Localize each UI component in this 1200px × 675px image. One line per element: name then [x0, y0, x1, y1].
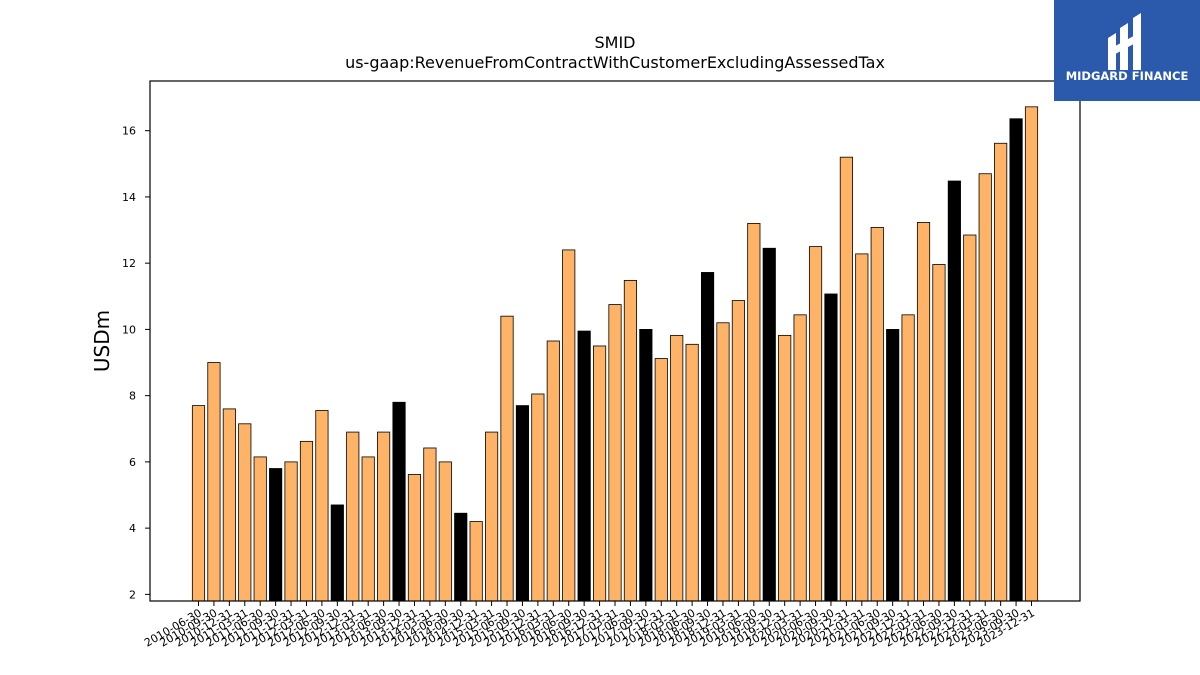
bar-2019-06-30: [747, 223, 761, 602]
y-tick-label: 4: [129, 522, 136, 535]
bar-2020-09-30: [824, 293, 838, 602]
bar-2014-12-31: [469, 521, 483, 602]
bar-2017-06-30: [623, 279, 638, 602]
bar-2017-03-31: [608, 304, 622, 602]
y-tick-label: 6: [129, 456, 136, 469]
bar-2022-12-31: [963, 234, 977, 602]
bar-2010-09-30: [207, 362, 221, 602]
bar-2018-12-31: [716, 322, 730, 602]
bar-2020-03-31: [793, 314, 807, 602]
bar-2011-12-31: [284, 461, 298, 602]
y-ticks-group: 2 4 6 8 10 12 14 16: [122, 125, 150, 601]
bar-2018-09-30: [700, 272, 715, 602]
bar-2021-09-30: [886, 329, 900, 602]
bar-2016-06-30: [562, 249, 576, 602]
bar-2012-09-30: [330, 504, 344, 602]
bar-2013-06-30: [377, 431, 391, 602]
bar-2010-12-31: [222, 408, 236, 602]
bars-group: [191, 106, 1039, 602]
y-tick-label: 10: [122, 323, 136, 336]
bar-2014-06-30: [438, 461, 452, 602]
bar-2020-12-31: [839, 156, 853, 602]
bar-2022-03-31: [916, 222, 931, 602]
bar-2021-03-31: [855, 253, 869, 602]
bar-2011-09-30: [269, 468, 283, 602]
bar-2018-03-31: [670, 334, 684, 602]
bar-2011-03-31: [238, 423, 252, 602]
bar-2019-09-30: [762, 247, 776, 602]
bar-2023-12-31: [1024, 106, 1039, 602]
bar-2019-03-31: [731, 300, 745, 602]
y-tick-label: 14: [122, 191, 136, 204]
bar-2015-12-31: [531, 393, 545, 602]
bar-2014-09-30: [454, 512, 468, 602]
bar-2012-06-30: [315, 410, 329, 602]
bar-2015-09-30: [515, 405, 530, 602]
bar-2015-06-30: [500, 315, 514, 602]
chart-subtitle: us-gaap:RevenueFromContractWithCustomerE…: [345, 53, 885, 72]
logo-mark-icon: [1108, 13, 1141, 70]
chart-title: SMID: [595, 33, 636, 52]
bar-2021-06-30: [870, 226, 884, 602]
plot-frame: [149, 80, 1081, 602]
bar-2022-09-30: [947, 180, 961, 602]
brand-logo: MIDGARD FINANCE: [1054, 0, 1200, 101]
bar-2011-06-30: [253, 456, 267, 602]
y-tick-label: 8: [129, 390, 136, 403]
bar-2023-06-30: [994, 142, 1008, 602]
bar-2019-12-31: [778, 334, 792, 602]
bar-2012-12-31: [346, 431, 360, 602]
bar-2013-09-30: [392, 401, 406, 602]
y-tick-label: 16: [122, 125, 136, 138]
bar-2016-03-31: [546, 340, 560, 602]
y-tick-label: 12: [122, 257, 136, 270]
bar-2015-03-31: [485, 431, 499, 602]
bar-2012-03-31: [299, 440, 314, 602]
bar-2013-12-31: [407, 474, 422, 602]
bar-2017-12-31: [654, 358, 668, 602]
bar-2023-09-30: [1009, 118, 1023, 602]
bar-2023-03-31: [978, 173, 992, 602]
bar-2021-12-31: [901, 314, 915, 602]
bar-2016-09-30: [577, 330, 591, 602]
bar-2018-06-30: [685, 343, 699, 602]
bar-2017-09-30: [639, 329, 653, 602]
bar-2014-03-31: [423, 447, 437, 602]
bar-2010-06-30: [191, 405, 206, 602]
brand-name: MIDGARD FINANCE: [1066, 69, 1189, 83]
bar-2022-06-30: [932, 264, 946, 602]
bar-2020-06-30: [808, 246, 823, 602]
bar-2016-12-31: [593, 345, 607, 602]
y-axis-label: USDm: [90, 310, 114, 372]
bar-2013-03-31: [361, 456, 375, 602]
y-tick-label: 2: [129, 588, 136, 601]
x-ticks-group: 2010-06-302010-09-302010-12-312011-03-31…: [142, 601, 1037, 650]
